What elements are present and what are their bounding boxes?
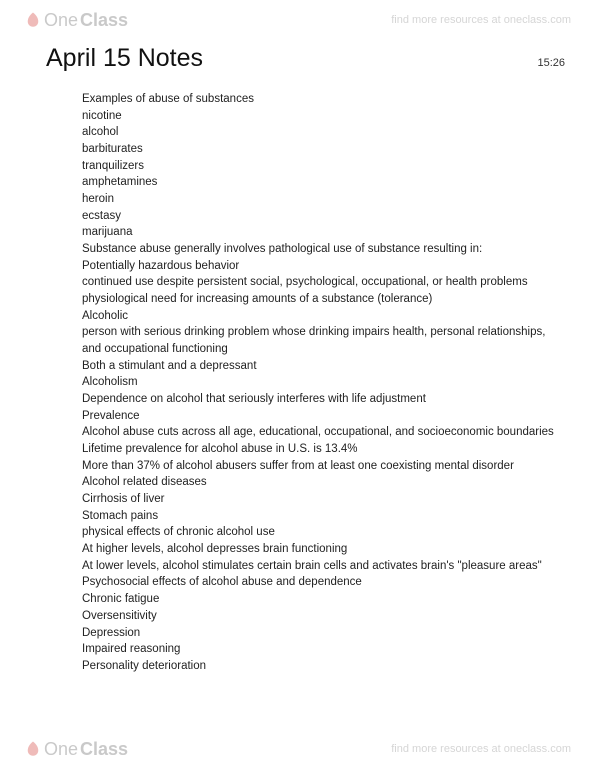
note-line: Alcoholism	[82, 374, 565, 391]
note-line: More than 37% of alcohol abusers suffer …	[82, 458, 565, 475]
note-line: physiological need for increasing amount…	[82, 291, 565, 308]
note-time: 15:26	[537, 57, 565, 69]
brand-logo-top: OneClass	[24, 8, 128, 31]
note-line: continued use despite persistent social,…	[82, 274, 565, 291]
brand-text-one: One	[44, 10, 78, 31]
note-line: Potentially hazardous behavior	[82, 258, 565, 275]
note-line: Substance abuse generally involves patho…	[82, 241, 565, 258]
note-line: At higher levels, alcohol depresses brai…	[82, 541, 565, 558]
watermark-top: OneClass find more resources at oneclass…	[0, 8, 595, 31]
note-line: Psychosocial effects of alcohol abuse an…	[82, 574, 565, 591]
note-line: Dependence on alcohol that seriously int…	[82, 391, 565, 408]
note-line: Depression	[82, 625, 565, 642]
title-row: April 15 Notes 15:26	[46, 44, 565, 73]
page-content: April 15 Notes 15:26 Examples of abuse o…	[46, 44, 565, 675]
note-line: Alcohol abuse cuts across all age, educa…	[82, 424, 565, 441]
note-line: barbiturates	[82, 141, 565, 158]
note-line: Alcohol related diseases	[82, 474, 565, 491]
brand-text-class: Class	[80, 10, 128, 31]
note-line: person with serious drinking problem who…	[82, 324, 565, 357]
note-line: Alcoholic	[82, 308, 565, 325]
brand-text-one: One	[44, 739, 78, 760]
note-line: heroin	[82, 191, 565, 208]
note-line: amphetamines	[82, 174, 565, 191]
note-line: physical effects of chronic alcohol use	[82, 524, 565, 541]
note-line: Personality deterioration	[82, 658, 565, 675]
watermark-tagline-top: find more resources at oneclass.com	[391, 14, 571, 26]
brand-text-class: Class	[80, 739, 128, 760]
note-line: At lower levels, alcohol stimulates cert…	[82, 558, 565, 575]
note-line: marijuana	[82, 224, 565, 241]
page-title: April 15 Notes	[46, 44, 203, 73]
note-line: Prevalence	[82, 408, 565, 425]
note-line: Both a stimulant and a depressant	[82, 358, 565, 375]
brand-leaf-icon	[24, 11, 42, 29]
watermark-tagline-bottom: find more resources at oneclass.com	[391, 743, 571, 755]
note-line: Examples of abuse of substances	[82, 91, 565, 108]
note-line: Chronic fatigue	[82, 591, 565, 608]
note-line: alcohol	[82, 124, 565, 141]
brand-leaf-icon	[24, 740, 42, 758]
watermark-bottom: OneClass find more resources at oneclass…	[0, 737, 595, 760]
note-line: tranquilizers	[82, 158, 565, 175]
note-line: Oversensitivity	[82, 608, 565, 625]
note-line: Stomach pains	[82, 508, 565, 525]
note-line: Lifetime prevalence for alcohol abuse in…	[82, 441, 565, 458]
note-line: nicotine	[82, 108, 565, 125]
note-line: ecstasy	[82, 208, 565, 225]
notes-body: Examples of abuse of substancesnicotinea…	[82, 91, 565, 675]
brand-logo-bottom: OneClass	[24, 737, 128, 760]
note-line: Impaired reasoning	[82, 641, 565, 658]
note-line: Cirrhosis of liver	[82, 491, 565, 508]
